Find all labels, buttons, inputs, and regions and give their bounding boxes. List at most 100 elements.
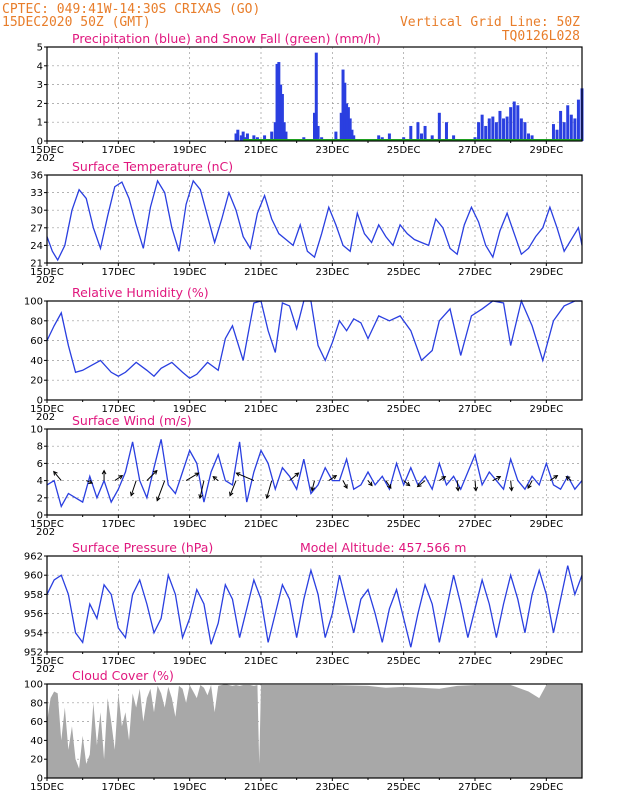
- panel-title: Precipitation (blue) and Snow Fall (gree…: [72, 31, 381, 46]
- x-tick-label: 23DEC: [315, 656, 349, 667]
- precip-bar: [387, 133, 391, 141]
- model-altitude-label: Model Altitude: 457.566 m: [300, 540, 466, 555]
- y-tick-label: 954: [24, 628, 43, 639]
- precip-bar: [487, 118, 491, 141]
- wind-vector-head: [152, 469, 158, 475]
- x-tick-label: 25DEC: [387, 656, 421, 667]
- panel-pres: 952 954 956 958 960 962 15DEC 17DEC 19DEC 21DEC 23…: [24, 540, 583, 675]
- y-tick-label: 100: [24, 680, 43, 691]
- temp-series-line: [46, 179, 583, 262]
- y-tick-label: 4: [37, 476, 43, 487]
- precip-bar: [270, 131, 274, 141]
- precip-bar: [444, 122, 448, 141]
- precip-bar: [348, 118, 352, 141]
- rh-series-line: [46, 298, 582, 380]
- wind-vector-head: [101, 469, 107, 475]
- precip-bar: [346, 107, 350, 141]
- y-tick-label: 0: [37, 774, 43, 785]
- precip-bar: [516, 105, 520, 141]
- precip-bar: [512, 101, 516, 141]
- y-tick-label: 962: [24, 552, 43, 563]
- precip-bar: [573, 118, 577, 141]
- wind-vector-head: [473, 486, 479, 492]
- wind-vector: [199, 480, 205, 499]
- wind-vector: [114, 475, 123, 482]
- panel-frame: [46, 46, 583, 142]
- y-tick-label: 956: [24, 609, 43, 620]
- panel-title: Surface Pressure (hPa): [72, 540, 213, 555]
- wind-vector: [527, 480, 533, 489]
- x-tick-label: 19DEC: [173, 404, 207, 415]
- x-tick-label: 19DEC: [173, 145, 207, 156]
- year-label: 202: [36, 527, 55, 538]
- y-tick-label: 960: [24, 571, 43, 582]
- y-tick-label: 20: [30, 755, 43, 766]
- x-tick-label: 15DEC: [30, 782, 64, 793]
- wind-vector-head: [235, 472, 241, 477]
- precip-bar: [236, 129, 240, 141]
- panel-title: Cloud Cover (%): [72, 668, 174, 683]
- y-tick-label: 30: [30, 206, 43, 217]
- x-tick-label: 19DEC: [173, 519, 207, 530]
- x-tick-label: 29DEC: [529, 267, 563, 278]
- run-id-label: TQ0126L028: [502, 29, 580, 44]
- y-tick-label: 6: [37, 459, 43, 470]
- panel-temp: 21 24 27 30 33 36 15DEC 17DEC 19DEC 21DEC 23DEC 25D…: [30, 159, 583, 286]
- run-time-label: 15DEC2020 50Z (GMT): [2, 15, 151, 30]
- y-tick-label: 24: [30, 241, 43, 252]
- y-tick-label: 21: [30, 259, 43, 270]
- precip-bar: [523, 122, 527, 141]
- precip-bar: [339, 112, 343, 141]
- x-tick-label: 15DEC: [30, 404, 64, 415]
- panel-precip: 0 1 2 3 4 5 15DEC 17DEC 19DEC 21DEC 23DEC 25DEC 27DE…: [30, 31, 584, 164]
- wind-vector-head: [88, 479, 94, 485]
- panel-frame: [46, 174, 583, 264]
- x-tick-label: 17DEC: [101, 145, 135, 156]
- cloud-cover-area: [47, 684, 582, 778]
- panel-wind: 0 2 4 6 8 10 15DEC 17DEC 19DEC 21DEC 23DEC 25DEC 27D…: [30, 413, 583, 538]
- precip-bar: [343, 82, 347, 141]
- precip-bar: [494, 122, 498, 141]
- panels: 0 1 2 3 4 5 15DEC 17DEC 19DEC 21DEC 23DEC 25DEC 27DE…: [24, 31, 584, 793]
- station-header: CPTEC: 049:41W-14:30S CRIXAS (GO): [2, 2, 260, 17]
- wind-vector-head: [53, 470, 58, 476]
- precip-bar: [452, 135, 456, 141]
- precip-bar: [334, 131, 338, 141]
- wind-vector: [510, 480, 513, 491]
- y-tick-label: 60: [30, 717, 43, 728]
- wind-vector: [385, 480, 392, 489]
- x-tick-label: 21DEC: [244, 656, 278, 667]
- wind-vector: [130, 480, 137, 496]
- precip-bar: [509, 107, 513, 141]
- y-tick-label: 5: [37, 43, 43, 54]
- x-tick-label: 23DEC: [315, 782, 349, 793]
- wind-vector: [565, 476, 572, 481]
- wind-vector-head: [194, 472, 200, 477]
- wind-vector: [156, 480, 166, 501]
- wind-vector: [439, 476, 446, 482]
- x-tick-label: 21DEC: [244, 782, 278, 793]
- x-tick-label: 23DEC: [315, 267, 349, 278]
- y-tick-label: 27: [30, 223, 43, 234]
- precip-bar: [498, 110, 502, 141]
- wind-vector-head: [310, 486, 316, 492]
- precip-bar: [275, 63, 279, 141]
- x-tick-label: 27DEC: [458, 782, 492, 793]
- x-tick-label: 23DEC: [315, 145, 349, 156]
- y-tick-label: 40: [30, 356, 43, 367]
- wind-vector: [185, 472, 199, 482]
- y-tick-label: 80: [30, 698, 43, 709]
- y-tick-label: 4: [37, 61, 43, 72]
- x-tick-label: 27DEC: [458, 267, 492, 278]
- panel-frame: [46, 555, 583, 653]
- x-tick-label: 29DEC: [529, 404, 563, 415]
- wind-vector: [311, 480, 315, 491]
- wind-vector: [549, 475, 558, 482]
- wind-vector-head: [416, 482, 422, 488]
- panel-frame: [46, 428, 583, 516]
- x-tick-label: 27DEC: [458, 519, 492, 530]
- precip-bar: [284, 131, 288, 141]
- wind-vector: [266, 480, 273, 499]
- precip-bar: [569, 114, 573, 141]
- wind-vector-head: [441, 476, 447, 481]
